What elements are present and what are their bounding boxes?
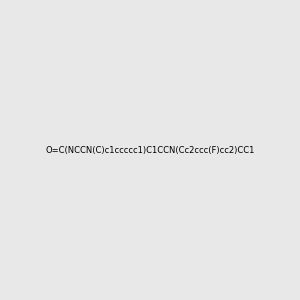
Text: O=C(NCCN(C)c1ccccc1)C1CCN(Cc2ccc(F)cc2)CC1: O=C(NCCN(C)c1ccccc1)C1CCN(Cc2ccc(F)cc2)C…	[45, 146, 255, 154]
